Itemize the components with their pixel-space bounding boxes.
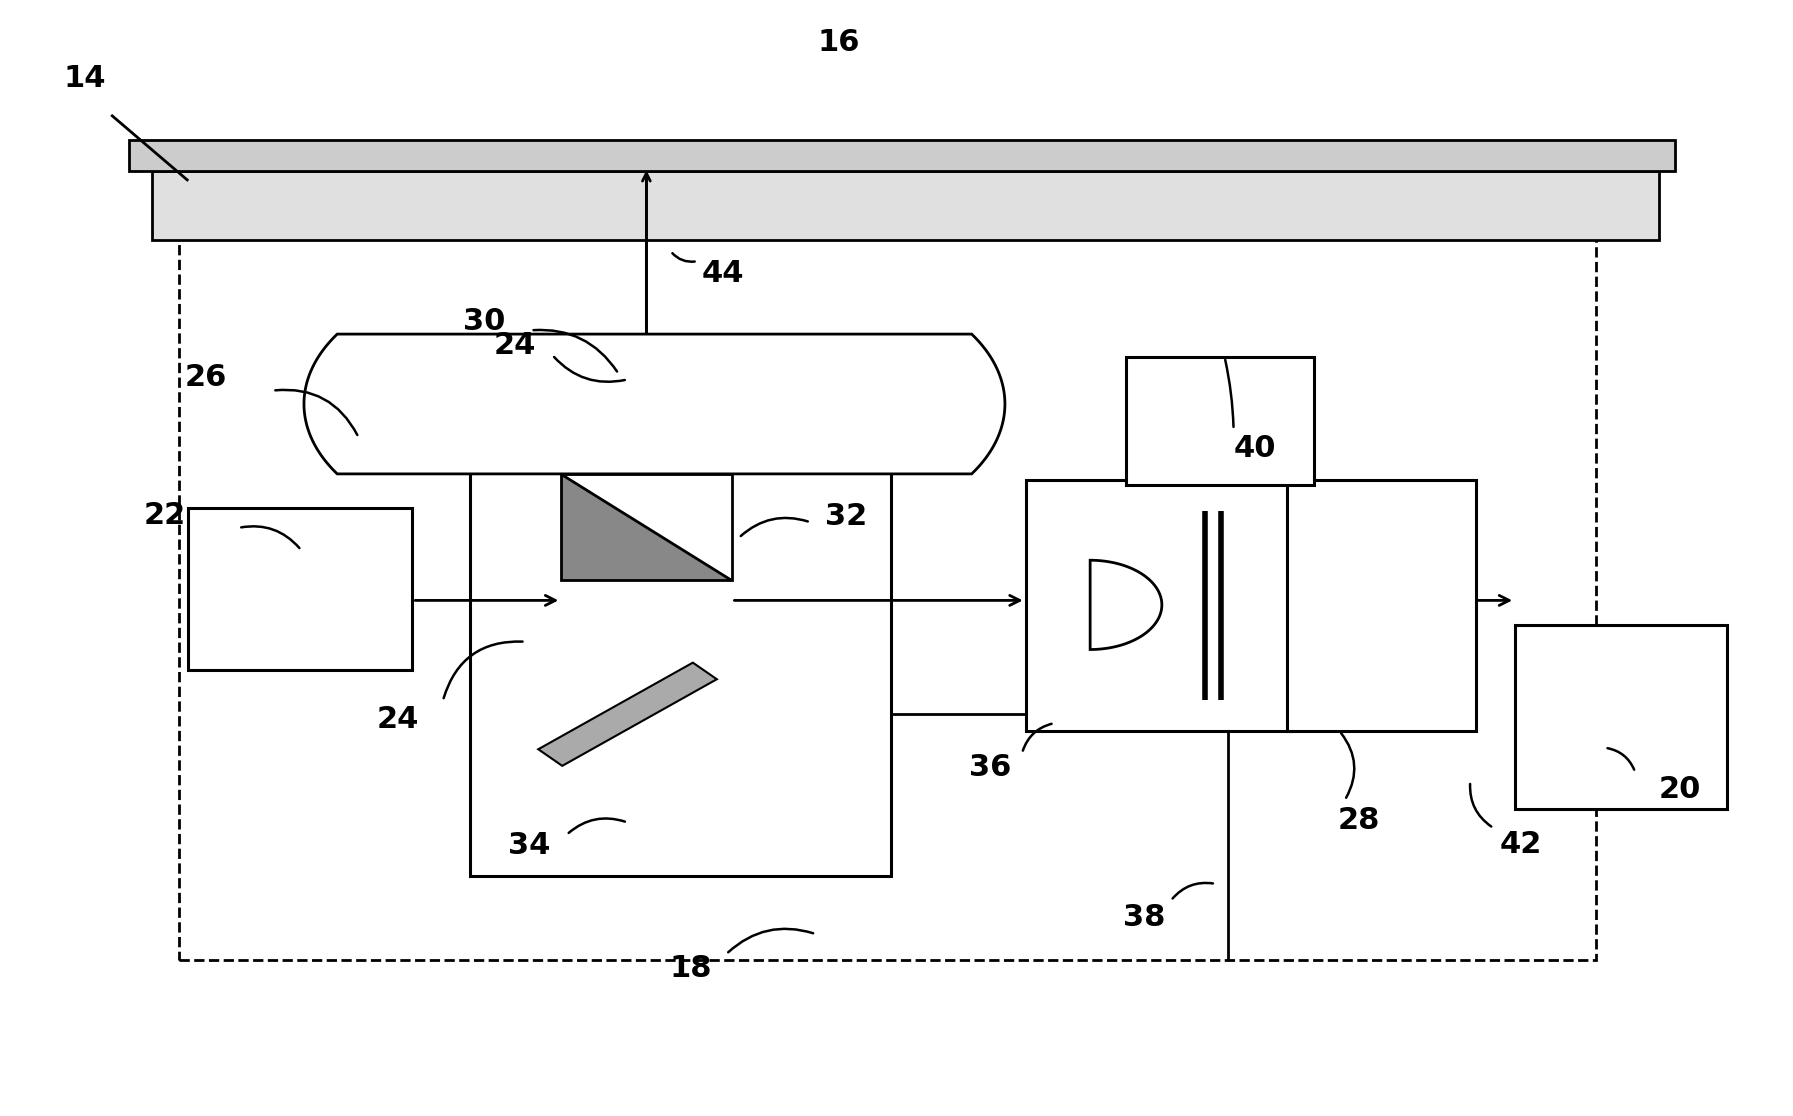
Bar: [561, 474, 732, 580]
Polygon shape: [561, 474, 732, 580]
Text: 22: 22: [143, 501, 186, 530]
Bar: [1026, 480, 1291, 731]
Polygon shape: [305, 334, 1004, 474]
Text: 24: 24: [377, 705, 420, 734]
Bar: [129, 140, 1675, 171]
Bar: [179, 179, 1596, 960]
Text: 34: 34: [507, 831, 550, 860]
Text: 28: 28: [1338, 806, 1381, 835]
Bar: [1126, 357, 1314, 485]
Text: 42: 42: [1499, 830, 1542, 859]
Text: 40: 40: [1234, 434, 1277, 463]
Text: 24: 24: [493, 331, 536, 360]
Text: 26: 26: [185, 363, 228, 392]
Bar: [1515, 625, 1727, 809]
Text: 14: 14: [63, 64, 106, 93]
Text: 32: 32: [825, 502, 868, 531]
Polygon shape: [1090, 560, 1162, 650]
Bar: [1287, 480, 1476, 731]
Bar: [188, 508, 412, 670]
Bar: [470, 391, 891, 876]
Text: 18: 18: [669, 954, 712, 983]
Text: 38: 38: [1122, 903, 1165, 932]
Polygon shape: [538, 663, 717, 766]
Text: 30: 30: [463, 307, 506, 336]
Text: 36: 36: [968, 753, 1011, 782]
Text: 16: 16: [818, 28, 861, 57]
Text: 20: 20: [1659, 775, 1702, 804]
Bar: [152, 171, 1659, 240]
Text: 44: 44: [701, 259, 744, 288]
